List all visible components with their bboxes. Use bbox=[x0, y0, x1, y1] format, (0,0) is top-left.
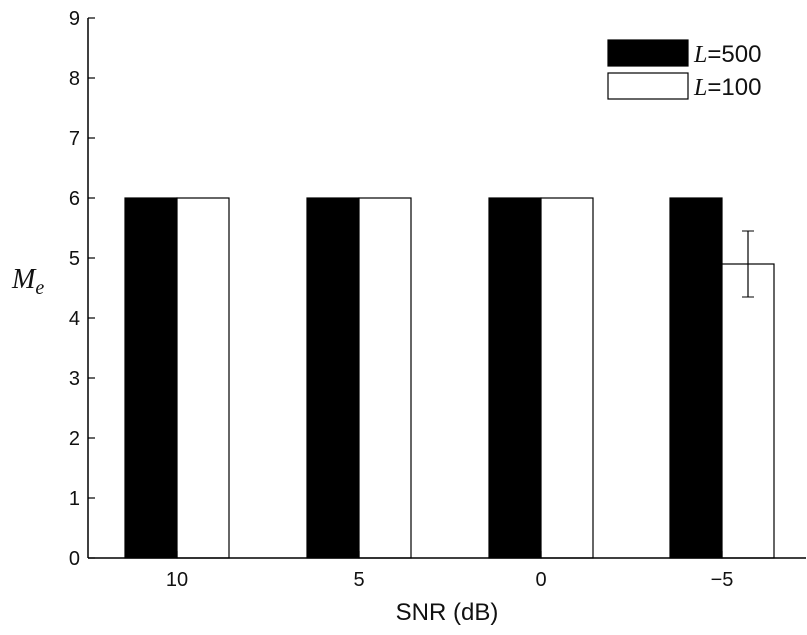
legend: L=500 L=100 bbox=[607, 39, 761, 101]
y-tick-label: 7 bbox=[69, 128, 80, 150]
x-tick-label: 10 bbox=[166, 569, 188, 591]
y-tick-label: 4 bbox=[69, 308, 80, 330]
y-axis-label-subscript: e bbox=[35, 277, 44, 299]
bar-l500-0 bbox=[124, 197, 178, 559]
bar-l100-2 bbox=[540, 197, 594, 559]
y-tick-label: 0 bbox=[69, 548, 80, 570]
y-tick-label: 2 bbox=[69, 428, 80, 450]
x-tick-label: 5 bbox=[353, 569, 364, 591]
y-axis-label: Me bbox=[11, 264, 44, 299]
x-axis-label: SNR (dB) bbox=[396, 599, 499, 626]
y-tick-label: 8 bbox=[69, 68, 80, 90]
y-tick-label: 1 bbox=[69, 488, 80, 510]
y-axis-label-main: M bbox=[11, 264, 37, 295]
y-tick-label: 9 bbox=[69, 8, 80, 30]
x-tick-label: 0 bbox=[535, 569, 546, 591]
error-bars-layer bbox=[148, 197, 754, 298]
y-tick-label: 3 bbox=[69, 368, 80, 390]
legend-swatch-l100 bbox=[607, 72, 689, 100]
ticks-layer: 0 1 2 3 4 5 6 7 8 9 10 5 0 −5 bbox=[69, 8, 734, 591]
legend-label-l500: L=500 bbox=[693, 41, 761, 68]
bar-l500-2 bbox=[488, 197, 542, 559]
bar-l100-1 bbox=[358, 197, 412, 559]
legend-label-l100: L=100 bbox=[693, 74, 761, 101]
bar-l500-3 bbox=[669, 197, 723, 559]
legend-swatch-l500 bbox=[607, 39, 689, 67]
y-tick-label: 5 bbox=[69, 248, 80, 270]
bars-layer bbox=[124, 197, 775, 559]
x-tick-label: −5 bbox=[711, 569, 734, 591]
bar-l100-0 bbox=[176, 197, 230, 559]
error-bar bbox=[742, 230, 754, 298]
y-tick-label: 6 bbox=[69, 188, 80, 210]
bar-l100-3 bbox=[721, 263, 775, 559]
bar-l500-1 bbox=[306, 197, 360, 559]
